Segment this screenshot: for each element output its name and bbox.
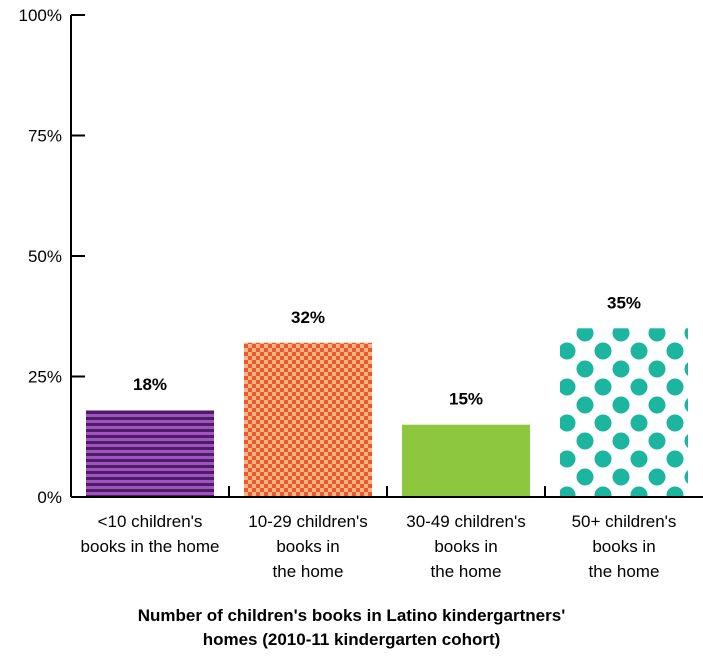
x-tick-label-line: books in: [434, 537, 497, 556]
y-tick-label: 100%: [19, 6, 62, 25]
x-tick-label-line: books in: [276, 537, 339, 556]
x-tick-label: <10 children's books in the home: [81, 512, 220, 556]
x-tick-label-line: 10-29 children's: [248, 512, 367, 531]
bar: [244, 342, 372, 496]
y-tick-label: 25%: [28, 368, 62, 387]
x-tick-label-line: the home: [431, 562, 502, 581]
x-tick-label: 50+ children's books in the home: [572, 512, 677, 581]
y-tick-label: 50%: [28, 247, 62, 266]
x-tick-label: 10-29 children's books in the home: [248, 512, 367, 581]
x-tick-label: 30-49 children's books in the home: [406, 512, 525, 581]
x-tick-label-line: the home: [273, 562, 344, 581]
x-tick-label-line: 50+ children's: [572, 512, 677, 531]
x-tick-label-line: the home: [589, 562, 660, 581]
x-tick-label-line: <10 children's: [98, 512, 203, 531]
bars: [86, 328, 688, 496]
bar-value-label: 18%: [133, 375, 167, 394]
axes: 0% 25% 50% 75% 100%: [19, 6, 703, 507]
bar: [560, 328, 688, 496]
x-axis-title: Number of children's books in Latino kin…: [137, 606, 566, 649]
bar: [86, 410, 214, 496]
bar-value-label: 15%: [449, 390, 483, 409]
bar-value-label: 32%: [291, 308, 325, 327]
labels: 18% <10 children's books in the home 32% 10-…: [81, 293, 677, 581]
bar-value-label: 35%: [607, 293, 641, 312]
bar: [402, 424, 530, 496]
y-tick-label: 75%: [28, 127, 62, 146]
x-tick-label-line: books in: [592, 537, 655, 556]
x-tick-label-line: books in the home: [81, 537, 220, 556]
x-tick-label-line: 30-49 children's: [406, 512, 525, 531]
y-tick-label: 0%: [37, 488, 62, 507]
